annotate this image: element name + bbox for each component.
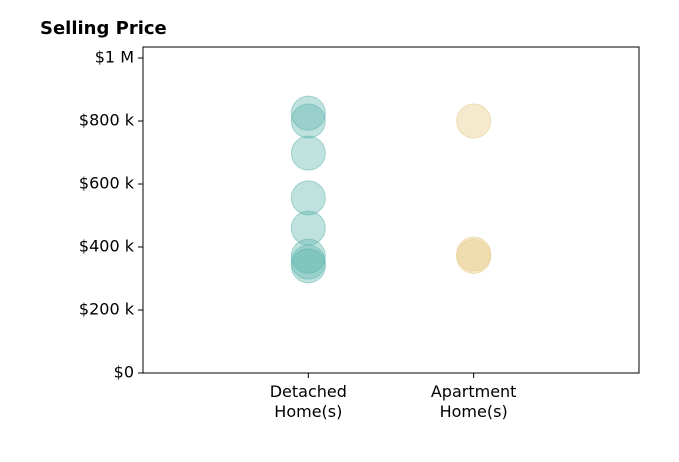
plot-frame <box>142 46 640 374</box>
point <box>290 103 326 139</box>
y-tick-label: $400 k <box>79 237 135 256</box>
point <box>290 135 326 171</box>
y-tick-label: $600 k <box>79 174 135 193</box>
x-tick-label: Detached Home(s) <box>269 382 347 421</box>
point <box>290 248 326 284</box>
point <box>290 180 326 216</box>
y-tick-label: $800 k <box>79 111 135 130</box>
chart-title: Selling Price <box>40 18 167 39</box>
point <box>456 103 492 139</box>
y-tick-label: $200 k <box>79 300 135 319</box>
y-tick-label: $1 M <box>95 48 134 67</box>
x-tick-label: Apartment Home(s) <box>430 382 517 421</box>
point <box>456 238 492 274</box>
y-tick-label: $0 <box>114 363 134 382</box>
point <box>290 95 326 131</box>
